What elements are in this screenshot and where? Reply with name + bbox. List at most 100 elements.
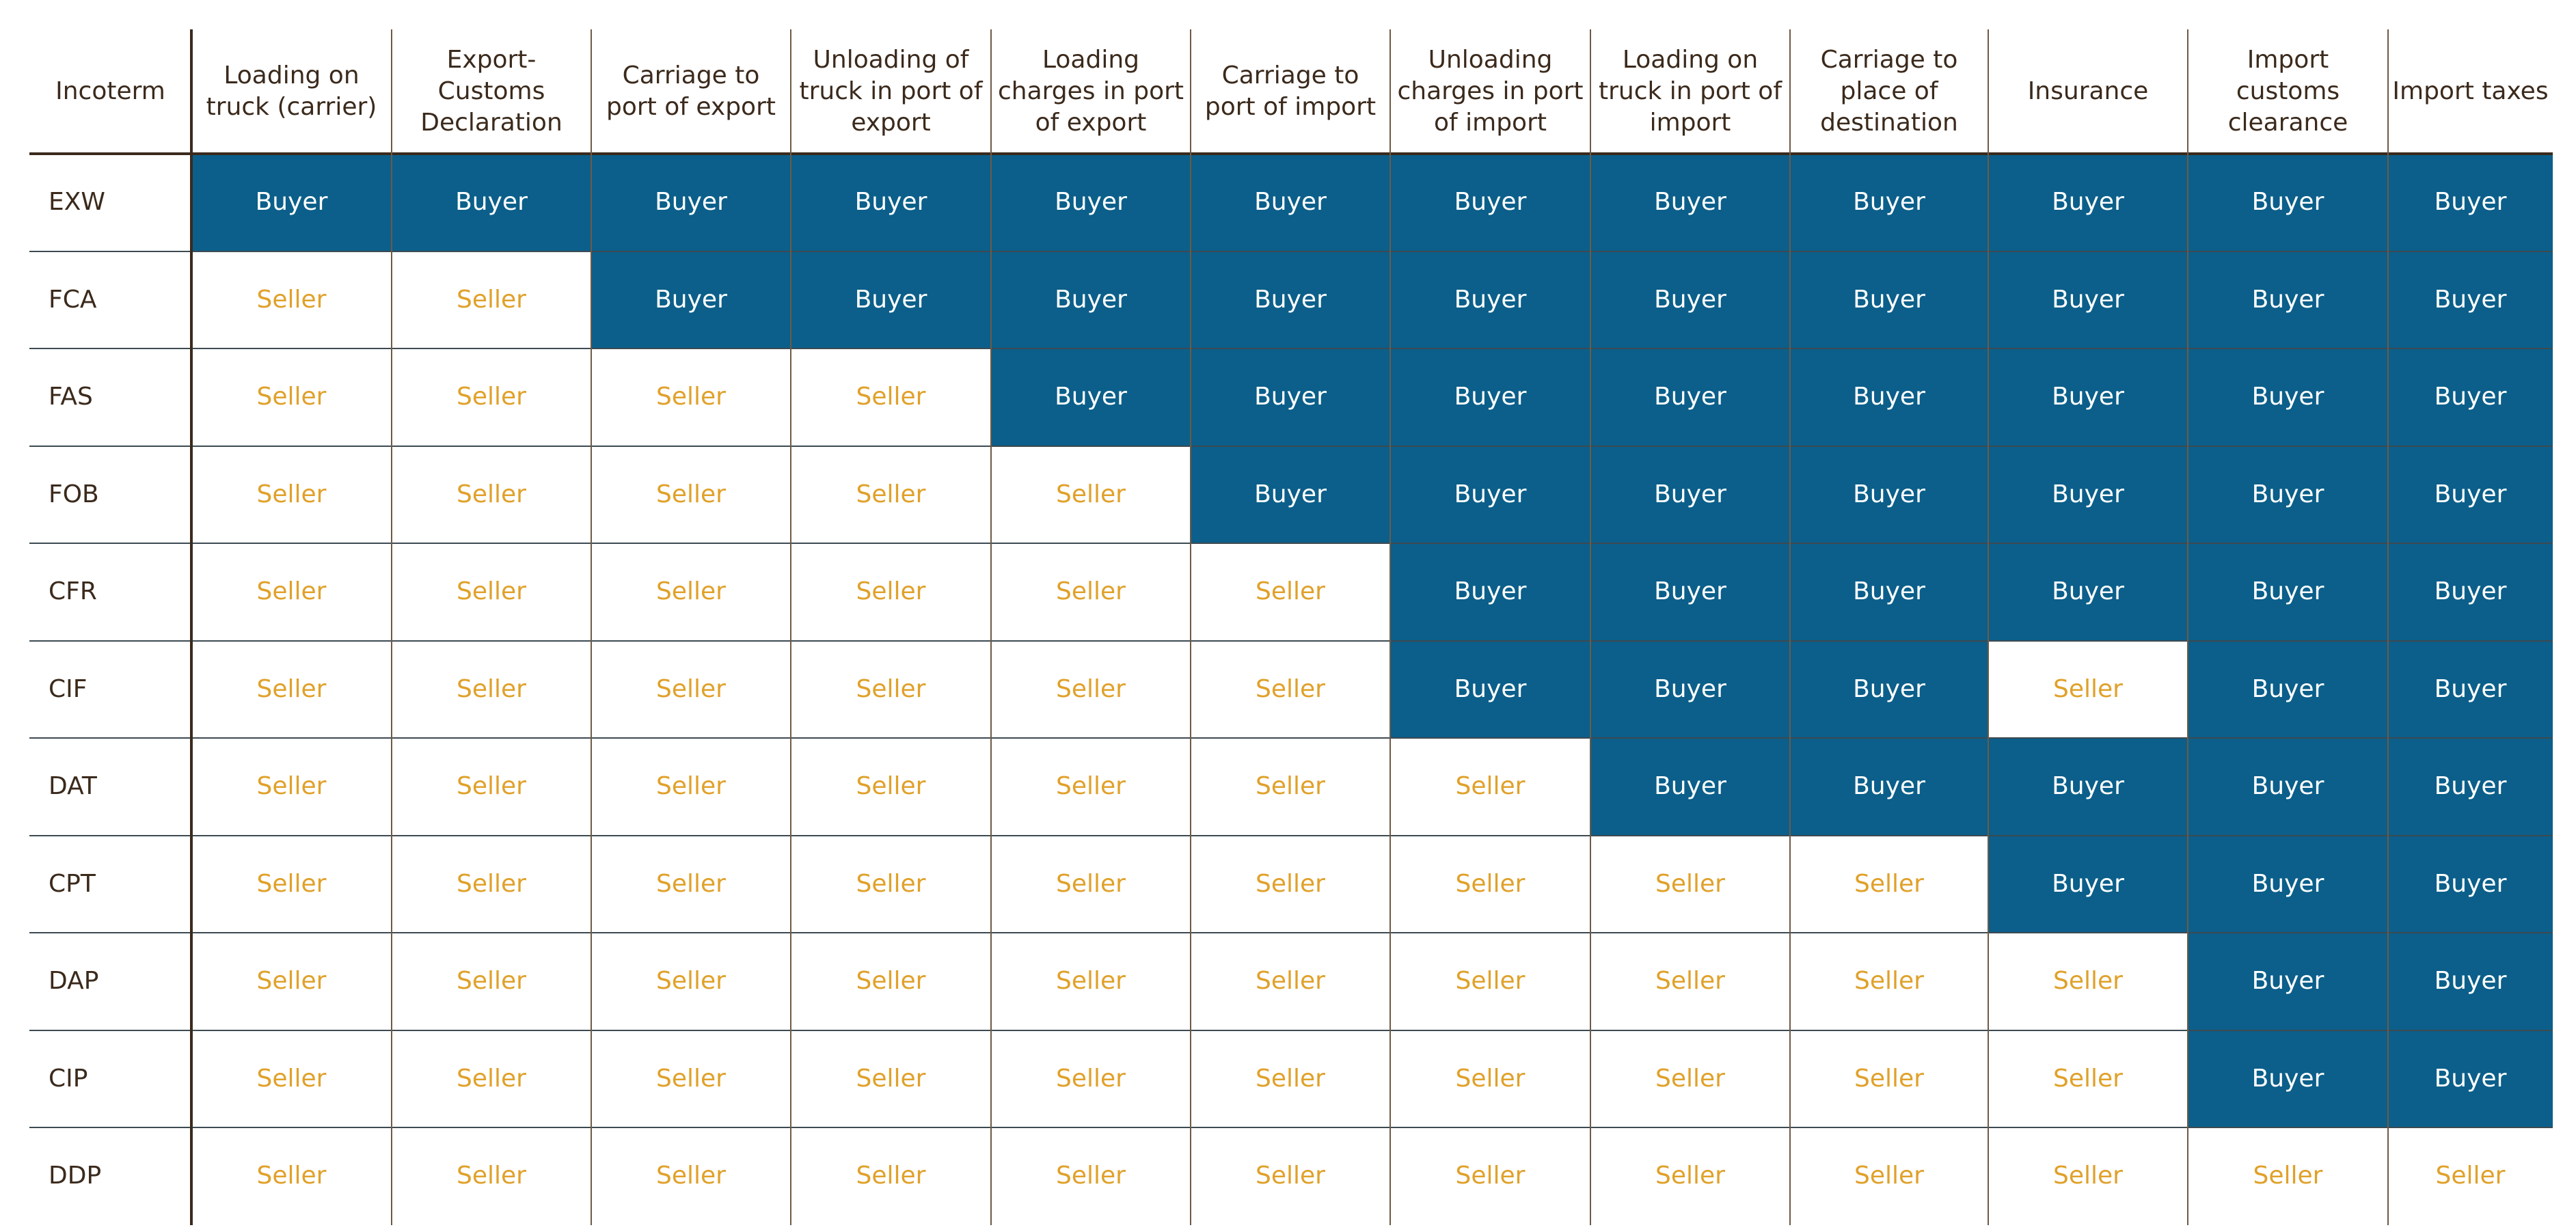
table-cell: Seller [856,967,926,996]
table-cell: Seller [256,480,327,508]
table-cell: Buyer [2188,543,2388,641]
table-cell: Seller [1854,1162,1924,1190]
table-cell: Seller [256,967,327,996]
table-cell: Seller [1854,869,1924,898]
incoterm-cell: EXW [49,188,106,217]
table-cell: Seller [2053,1064,2123,1093]
table-cell: Seller [1854,967,1924,996]
row-rule [29,250,2553,252]
table-cell: Seller [1655,1064,1725,1093]
incoterm-cell: DDP [49,1162,102,1190]
table-cell: Buyer [2188,251,2388,348]
table-cell: Buyer [2188,738,2388,836]
column-rule [190,29,193,1225]
table-cell: Seller [256,869,327,898]
header-cell: Export-Customs Declaration [420,46,562,137]
column-rule [1190,29,1191,1225]
table-cell: Seller [1455,967,1526,996]
row-rule [29,543,2553,544]
table-cell: Seller [1655,967,1725,996]
table-cell: Seller [1455,772,1526,801]
table-cell: Buyer [1988,446,2188,543]
table-cell: Seller [2053,1162,2123,1190]
table-cell: Buyer [2388,933,2553,1030]
table-cell: Seller [1256,1162,1325,1190]
table-cell: Buyer [2388,1030,2553,1127]
table-cell: Buyer [1988,738,2188,836]
header-cell: Carriage to place of destination [1820,46,1958,137]
row-rule [29,445,2553,447]
incoterm-cell: CPT [49,869,96,898]
table-cell: Seller [256,285,327,314]
table-cell: Seller [256,772,327,801]
table-cell: Seller [856,674,926,703]
table-cell: Seller [457,577,526,606]
table-cell: Seller [1256,1064,1325,1093]
incoterm-cell: DAP [49,967,99,996]
table-cell: Buyer [1590,543,1790,641]
table-cell: Seller [656,674,726,703]
table-cell: Seller [256,1064,327,1093]
table-cell: Buyer [1988,543,2188,641]
table-cell: Buyer [2388,640,2553,738]
header-cell: Carriage to port of import [1204,61,1377,121]
table-cell: Seller [856,577,926,606]
table-cell: Buyer [991,348,1191,446]
table-cell: Seller [1455,1064,1526,1093]
table-cell: Buyer [2188,1030,2388,1127]
incoterm-cell: CFR [49,577,97,606]
table-cell: Seller [1455,869,1526,898]
column-rule [2187,29,2188,1225]
table-cell: Seller [856,1162,926,1190]
table-cell: Buyer [2188,933,2388,1030]
table-cell: Seller [1256,674,1325,703]
table-cell: Seller [1056,1064,1126,1093]
column-rule [1789,29,1791,1225]
table-cell: Seller [457,383,526,411]
table-cell: Buyer [1390,348,1590,446]
column-rule [2387,29,2389,1225]
table-cell: Seller [656,869,726,898]
table-cell: Seller [256,1162,327,1190]
table-cell: Buyer [1988,154,2188,251]
table-cell: Seller [457,1064,526,1093]
table-cell: Seller [2253,1162,2323,1190]
table-cell: Buyer [1390,640,1590,738]
table-cell: Seller [457,285,526,314]
table-cell: Buyer [991,154,1191,251]
table-cell: Buyer [791,251,991,348]
table-cell: Buyer [1191,154,1390,251]
incoterm-cell: CIP [49,1064,88,1093]
table-cell: Seller [856,1064,926,1093]
table-cell: Buyer [2388,835,2553,933]
table-cell: Seller [1455,1162,1526,1190]
column-rule [990,29,992,1225]
table-cell: Seller [2435,1162,2506,1190]
table-cell: Buyer [2388,154,2553,251]
table-cell: Seller [1056,1162,1126,1190]
header-cell: Import customs clearance [2227,46,2348,137]
header-cell: Import taxes [2392,77,2549,105]
table-cell: Buyer [591,154,791,251]
incoterm-cell: FCA [49,285,97,314]
table-cell: Seller [1056,772,1126,801]
table-cell: Buyer [2388,446,2553,543]
column-rule [1389,29,1391,1225]
row-rule [29,1029,2553,1031]
header-cell: Loading on truck (carrier) [206,61,377,121]
table-cell: Buyer [1590,251,1790,348]
row-rule [29,834,2553,836]
row-rule [29,1127,2553,1128]
table-cell: Seller [1056,869,1126,898]
table-cell: Seller [2053,967,2123,996]
table-cell: Buyer [1590,640,1790,738]
table-cell: Seller [256,674,327,703]
incoterm-cell: FAS [49,383,93,411]
column-rule [1988,29,1989,1225]
row-rule [29,640,2553,642]
table-cell: Buyer [1390,251,1590,348]
table-cell: Buyer [1390,543,1590,641]
column-rule [790,29,791,1225]
table-cell: Seller [1256,772,1325,801]
